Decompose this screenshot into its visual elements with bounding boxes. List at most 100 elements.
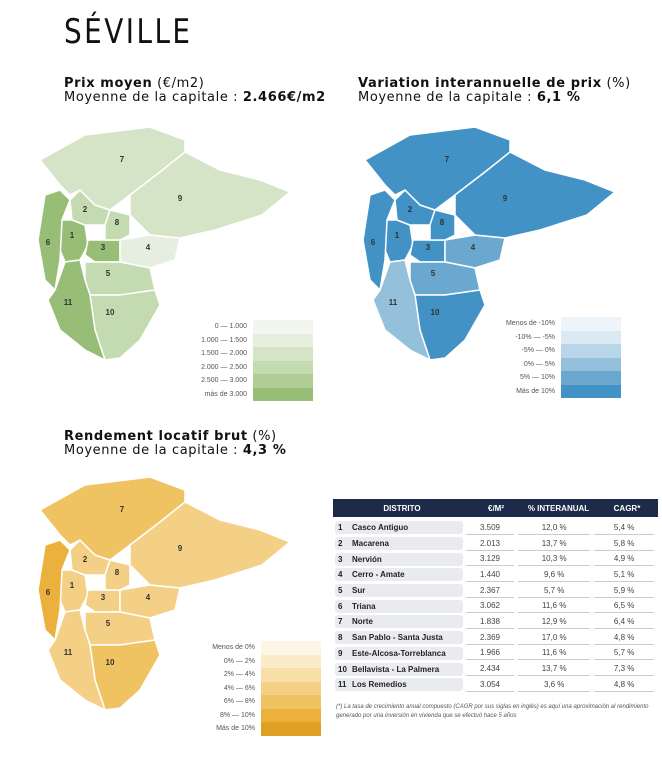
district-1 [59,219,89,263]
price-avg-value: 2.466€/m2 [242,90,326,105]
table-row: 9 Este-Alcosa-Torreblanca 1.966 11,6 % 5,7 % [333,646,658,662]
cagr-cell: 6,5 % [594,599,654,614]
legend-label: 4% — 6% [223,684,255,692]
legend-row: 0% — 2% [195,654,321,668]
interanual-cell: 3,6 % [518,678,591,692]
table-row: 6 Triana 3.062 11,6 % 6,5 % [333,598,658,614]
legend-label: Menos de 0% [212,644,255,652]
district-number: 8 [440,218,445,227]
legend-row: Menos de 0% [195,641,321,655]
district-number: 7 [120,155,125,164]
table-row: 5 Sur 2.367 5,7 % 5,9 % [333,583,658,599]
district-number: 11 [64,648,73,657]
price-heading: Prix moyen (€/m2) Moyenne de la capitale… [64,77,326,105]
district-11 [47,259,107,362]
legend-swatch [561,371,621,385]
district-number: 6 [371,238,376,247]
legend-row: 2.500 — 3.000 [185,374,313,388]
district-name: Bellavista - La Palmera [352,664,440,674]
yield-avg-label: Moyenne de la capitale : [64,443,243,458]
legend-label: 5% — 10% [519,374,555,382]
district-name: San Pablo - Santa Justa [352,633,443,643]
price-legend: 0 — 1.000 1.000 — 1.500 1.500 — 2.000 2.000… [185,320,313,401]
legend-swatch [261,641,321,655]
interanual-cell: 12,9 % [518,615,591,629]
district-number: 6 [338,601,343,611]
legend-swatch [253,360,313,374]
legend-row: Más de 10% [195,722,321,736]
legend-swatch [561,357,621,371]
district-number: 9 [338,648,343,658]
price-cell: 1.966 [465,646,515,661]
price-cell: 2.013 [465,537,515,551]
legend-row: Menos de -10% [495,317,621,331]
legend-row: 1.000 — 1.500 [185,333,313,347]
district-name: Este-Alcosa-Torreblanca [352,648,446,658]
district-number: 7 [120,505,125,514]
district-number: 3 [101,593,106,602]
legend-row: -10% — -5% [495,330,621,344]
legend-row: 1.500 — 2.000 [185,347,313,361]
cagr-cell: 5,7 % [594,646,654,661]
legend-label: 0% — 2% [223,657,255,665]
yield-label: Rendement locatif brut [64,429,248,444]
district-name: Triana [352,601,376,611]
district-number: 1 [395,231,400,240]
legend-label: 2.000 — 2.500 [201,363,247,371]
district-name: Macarena [352,539,389,549]
variation-unit: (%) [601,76,631,91]
district-name: Los Remedios [352,680,407,690]
legend-label: 2.500 — 3.000 [201,377,247,385]
legend-row: 2.000 — 2.500 [185,360,313,374]
cagr-cell: 5,8 % [594,537,654,551]
district-number: 2 [83,555,88,564]
legend-swatch [253,320,313,334]
legend-label: 8% — 10% [219,711,255,719]
district-number: 5 [338,586,343,596]
district-number: 4 [471,243,476,252]
legend-row: 2% — 4% [195,668,321,682]
cagr-cell: 5,4 % [594,521,654,535]
interanual-cell: 11,6 % [518,646,591,661]
table-row: 2 Macarena 2.013 13,7 % 5,8 % [333,536,658,552]
col-price: €/M² [488,503,504,513]
district-name: Nervión [352,554,382,564]
district-number: 5 [431,269,436,278]
legend-label: 1.000 — 1.500 [201,336,247,344]
district-number: 8 [338,633,343,643]
district-11 [372,259,432,362]
legend-swatch [261,668,321,682]
legend-swatch [261,654,321,668]
table-footnote: (*) La tasa de crecimiento anual compues… [336,704,649,719]
district-number: 1 [70,231,75,240]
table-row: 11 Los Remedios 3.054 3,6 % 4,8 % [333,677,658,693]
district-1 [384,219,414,263]
district-number: 11 [338,680,347,690]
legend-label: -5% — 0% [521,347,555,355]
legend-row: 0 — 1.000 [185,320,313,334]
variation-avg-value: 6,1 % [536,90,581,105]
district-number: 6 [46,238,51,247]
district-number: 7 [445,155,450,164]
yield-avg-value: 4,3 % [242,443,287,458]
district-number: 1 [70,581,75,590]
price-cell: 3.129 [465,552,515,567]
variation-avg-label: Moyenne de la capitale : [358,90,537,105]
variation-map: 1 2 3 4 5 6 7 8 9 10 11 [362,126,617,362]
district-number: 3 [426,243,431,252]
interanual-cell: 13,7 % [518,662,591,677]
district-5 [409,261,481,296]
district-number: 11 [64,298,73,307]
col-distrito: DISTRITO [383,503,421,513]
variation-label: Variation interannuelle de prix [358,76,602,91]
legend-label: Menos de -10% [505,320,555,328]
district-6 [362,189,396,292]
table-row: 10 Bellavista - La Palmera 2.434 13,7 % 7,3 … [333,661,658,677]
district-number: 10 [431,308,440,317]
district-name: Sur [352,586,366,596]
district-number: 5 [106,269,111,278]
price-cell: 2.434 [465,662,515,677]
price-avg-label: Moyenne de la capitale : [64,90,243,105]
legend-label: 6% — 8% [223,698,255,706]
